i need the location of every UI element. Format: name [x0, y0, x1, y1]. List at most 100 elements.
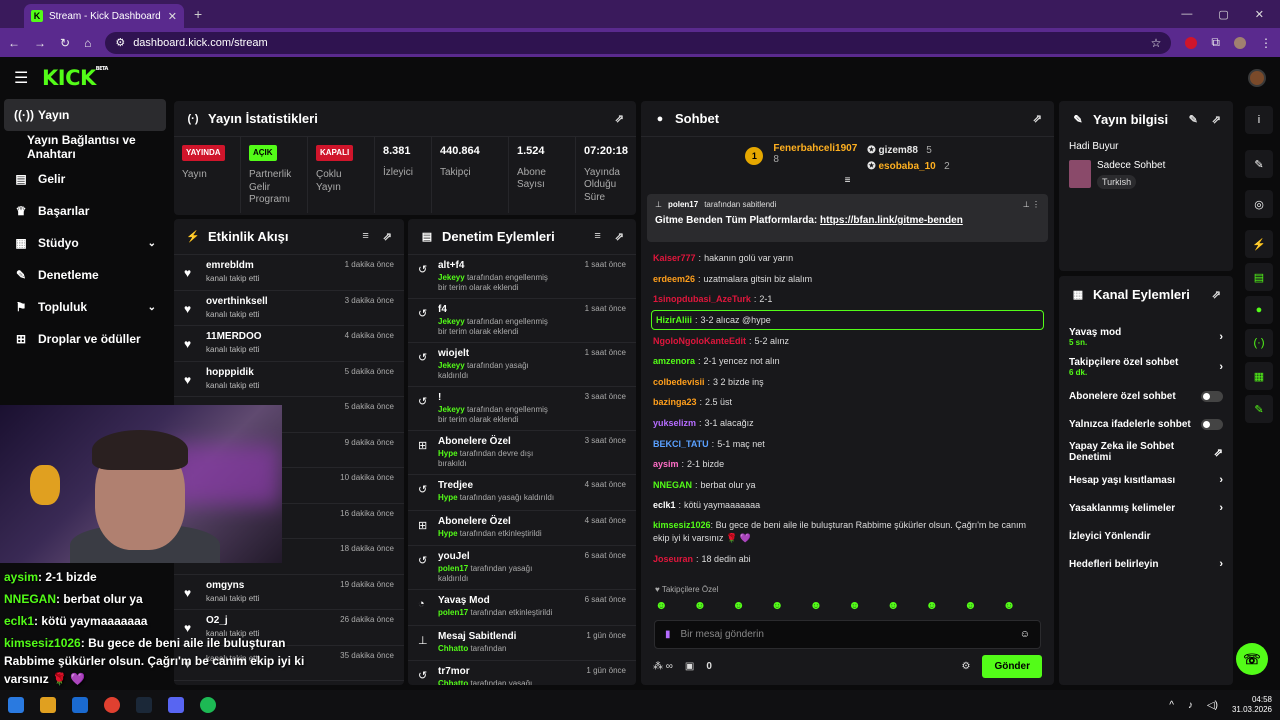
activity-username[interactable]: overthinksell: [206, 295, 268, 307]
channel-action-row[interactable]: İzleyici Yönlendir: [1059, 522, 1233, 550]
extension-icon[interactable]: [1185, 36, 1198, 49]
activity-row[interactable]: ♥ kanalı takip etti 35 dakika önce: [174, 646, 404, 681]
broadcast-icon[interactable]: (·): [1245, 329, 1273, 357]
chat-username[interactable]: aysim: [653, 459, 679, 470]
sidebar-item[interactable]: ⊞ Droplar ve ödüller: [0, 323, 170, 355]
info-icon[interactable]: i: [1245, 106, 1273, 134]
moderation-actor[interactable]: Hype: [438, 449, 458, 458]
points-icon[interactable]: ⁂ ∞: [653, 661, 673, 672]
pinned-by-user[interactable]: polen17: [667, 200, 699, 209]
channel-action-row[interactable]: Abonelere özel sohbet: [1059, 382, 1233, 410]
target-icon[interactable]: ◎: [1245, 190, 1273, 218]
chat-username[interactable]: yukselizm: [653, 418, 697, 429]
channel-action-row[interactable]: Takipçilere özel sohbet 6 dk. ›: [1059, 352, 1233, 382]
mic-icon[interactable]: ♪: [1187, 699, 1193, 711]
chat-username[interactable]: bazinga23: [653, 397, 697, 408]
pinned-link[interactable]: https://bfan.link/gitme-benden: [820, 215, 963, 226]
popout-icon[interactable]: ⇗: [1211, 113, 1221, 126]
outlook-icon[interactable]: [72, 697, 88, 713]
puzzle-icon[interactable]: ⧉: [1211, 35, 1220, 49]
channel-action-row[interactable]: Yalnızca ifadelerle sohbet: [1059, 410, 1233, 438]
popout-icon[interactable]: ⇗: [382, 231, 392, 243]
leader-name[interactable]: gizem88: [878, 145, 918, 156]
activity-row[interactable]: ♥ 11MERDOO kanalı takip etti 4 dakika önce: [174, 326, 404, 362]
moderation-row[interactable]: ↺! Jekeyy tarafından engellenmiş bir teri…: [408, 387, 636, 431]
toggle-switch[interactable]: [1201, 418, 1223, 430]
emote-icon[interactable]: ☻: [1002, 598, 1016, 612]
moderation-actor[interactable]: Jekeyy: [438, 361, 465, 370]
chevron-up-icon[interactable]: ^: [1169, 699, 1174, 711]
chat-username[interactable]: amzenora: [653, 356, 696, 367]
moderation-actor[interactable]: Hype: [438, 493, 458, 502]
chat-username[interactable]: erdeem26: [653, 273, 696, 284]
discord-icon[interactable]: [168, 697, 184, 713]
spotify-icon[interactable]: [200, 697, 216, 713]
profile-avatar[interactable]: [1234, 36, 1246, 49]
chat-username[interactable]: NgoloNgoloKanteEdit: [653, 335, 746, 346]
user-avatar[interactable]: [1248, 69, 1266, 87]
windows-start-icon[interactable]: [8, 697, 24, 713]
close-window-icon[interactable]: ✕: [1254, 8, 1264, 21]
sidebar-item[interactable]: Yayın Bağlantısı ve Anahtarı: [0, 131, 170, 163]
volume-icon[interactable]: ◁): [1206, 699, 1218, 711]
sidebar-item[interactable]: ⚑ Topluluk ⌄: [0, 291, 170, 323]
sidebar-item[interactable]: ✎ Denetleme: [0, 259, 170, 291]
filter-icon[interactable]: ≡: [594, 230, 601, 242]
moderation-row[interactable]: ↺ youJel polen17 tarafından yasağı kaldırı…: [408, 546, 636, 590]
channel-action-row[interactable]: Yapay Zeka ile Sohbet Denetimi ⇗: [1059, 438, 1233, 466]
gift-box-icon[interactable]: ▣: [684, 661, 695, 672]
moderation-row[interactable]: ↺ tr7mor Chhatto tarafından yasağı kaldırı…: [408, 661, 636, 685]
moderation-actor[interactable]: polen17: [438, 564, 469, 573]
activity-row[interactable]: ♥ omgyns kanalı takip etti 19 dakika önce: [174, 575, 404, 610]
moderation-actor[interactable]: Jekeyy: [438, 405, 465, 414]
document-icon[interactable]: ▤: [1245, 263, 1273, 291]
moderation-row[interactable]: ↺ f4 Jekeyy tarafından engellenmiş bir ter…: [408, 299, 636, 343]
emote-icon[interactable]: ☻: [693, 598, 707, 612]
filter-icon[interactable]: ≡: [362, 230, 369, 242]
external-link-icon[interactable]: ⇗: [1213, 446, 1223, 459]
moderation-actor[interactable]: Jekeyy: [438, 273, 465, 282]
emote-icon[interactable]: ☻: [964, 598, 977, 612]
moderation-row[interactable]: ↺ alt+f4 Jekeyy tarafından engellenmiş bir…: [408, 255, 636, 299]
steam-icon[interactable]: [136, 697, 152, 713]
url-field[interactable]: ⚙ dashboard.kick.com/stream ☆: [105, 31, 1172, 54]
wrench-icon[interactable]: ✎: [1245, 395, 1273, 423]
sidebar-item[interactable]: ♛ Başarılar: [0, 195, 170, 227]
moderation-actor[interactable]: polen17: [438, 608, 469, 617]
settings-gear-icon[interactable]: ⚙: [961, 661, 971, 672]
chat-username[interactable]: 1sinopdubasi_AzeTurk: [653, 294, 751, 305]
new-tab-button[interactable]: +: [194, 6, 203, 22]
edit-icon[interactable]: ✎: [1188, 113, 1198, 126]
menu-dots-icon[interactable]: ⋮: [1260, 35, 1272, 50]
minimize-icon[interactable]: —: [1181, 7, 1193, 20]
emoji-icon[interactable]: ☺: [1019, 629, 1030, 640]
chrome-icon[interactable]: [104, 697, 120, 713]
emote-icon[interactable]: ☻: [925, 598, 939, 612]
send-button[interactable]: Gönder: [982, 655, 1042, 678]
collapse-icon[interactable]: ≡: [844, 175, 851, 186]
maximize-icon[interactable]: ▢: [1218, 8, 1229, 21]
moderation-actor[interactable]: Chhatto: [438, 679, 469, 685]
moderation-row[interactable]: ↺ Tredjee Hype tarafından yasağı kaldırıld…: [408, 475, 636, 511]
edit-icon[interactable]: ✎: [1245, 150, 1273, 178]
activity-username[interactable]: 11MERDOO: [206, 331, 262, 342]
emote-icon[interactable]: ☻: [886, 598, 900, 612]
emote-icon[interactable]: ☻: [809, 598, 823, 612]
popout-icon[interactable]: ⇗: [614, 231, 624, 243]
sidebar-item[interactable]: ▦ Stüdyo ⌄: [0, 227, 170, 259]
emote-icon[interactable]: ☻: [655, 598, 668, 612]
forward-icon[interactable]: →: [34, 35, 46, 50]
home-icon[interactable]: ⌂: [84, 35, 92, 50]
activity-row[interactable]: ♥ hopppidik kanalı takip etti 5 dakika önce: [174, 362, 404, 397]
kick-logo[interactable]: KICKBETA: [42, 66, 108, 90]
popout-icon[interactable]: ⇗: [614, 113, 624, 125]
chat-username[interactable]: eclk1: [653, 500, 676, 511]
chat-username[interactable]: colbedevisii: [653, 376, 705, 387]
site-info-icon[interactable]: ⚙: [115, 37, 126, 49]
category-thumbnail[interactable]: [1069, 160, 1091, 188]
moderation-row[interactable]: ⊥ Mesaj Sabitlendi Chhatto tarafından 1 gün…: [408, 626, 636, 661]
moderation-actor[interactable]: Jekeyy: [438, 317, 465, 326]
moderation-row[interactable]: ◔ Yavaş Mod polen17 tarafından etkinleştir…: [408, 590, 636, 626]
moderation-row[interactable]: ⊞ Abonelere Özel Hype tarafından devre dış…: [408, 431, 636, 475]
popout-icon[interactable]: ⇗: [1211, 288, 1221, 301]
